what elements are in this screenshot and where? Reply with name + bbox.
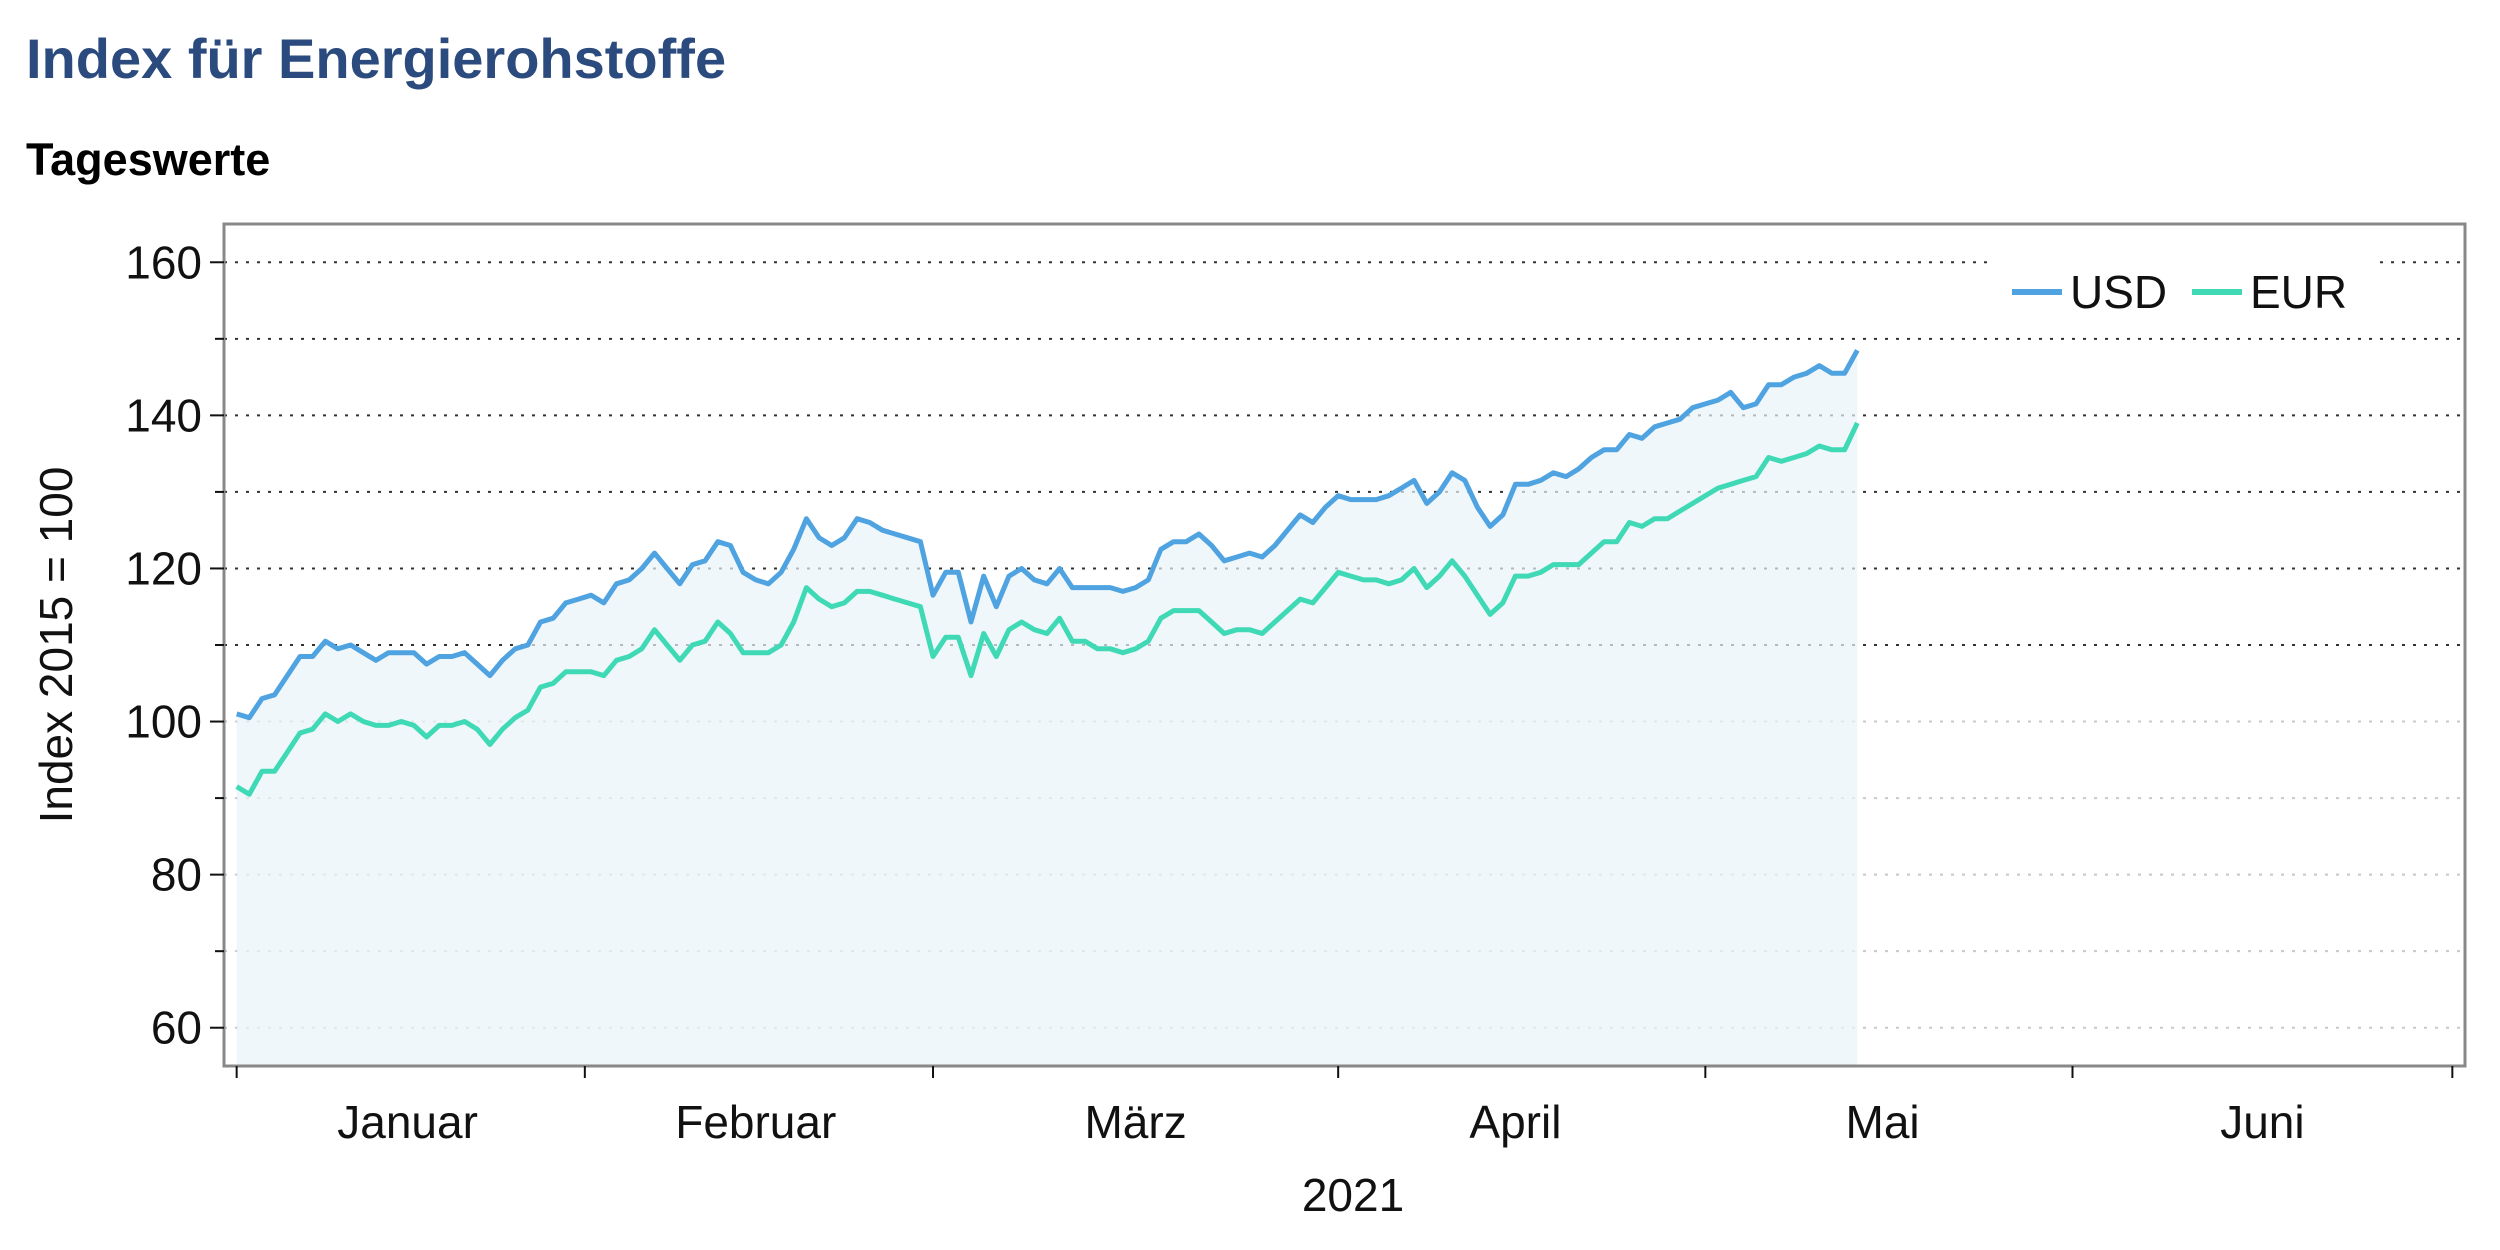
x-tick-label: Mai bbox=[1846, 1096, 1920, 1148]
x-tick-label: März bbox=[1084, 1096, 1186, 1148]
chart-subtitle: Tageswerte bbox=[26, 134, 271, 185]
y-axis-label: Index 2015 = 100 bbox=[30, 467, 82, 824]
x-tick-label: April bbox=[1469, 1096, 1561, 1148]
chart-title: Index für Energierohstoffe bbox=[26, 27, 727, 90]
series-line-eur bbox=[235, 421, 1860, 797]
y-tick-label: 160 bbox=[125, 236, 202, 288]
y-axis: 60 80 100 120 140 160 bbox=[125, 236, 224, 1054]
y-tick-label: 140 bbox=[125, 389, 202, 441]
y-tick-label: 100 bbox=[125, 696, 202, 748]
legend: USD EUR bbox=[1990, 256, 2380, 328]
x-tick-label: Januar bbox=[337, 1096, 478, 1148]
x-tick-label: Juni bbox=[2220, 1096, 2304, 1148]
y-tick-label: 120 bbox=[125, 542, 202, 594]
series-line-usd bbox=[235, 349, 1860, 721]
x-tick-label: Februar bbox=[675, 1096, 836, 1148]
y-tick-label: 60 bbox=[151, 1002, 202, 1054]
legend-label-usd: USD bbox=[2070, 266, 2167, 318]
y-tick-label: 80 bbox=[151, 849, 202, 901]
area-fill-usd bbox=[236, 350, 1858, 1066]
legend-label-eur: EUR bbox=[2250, 266, 2347, 318]
x-axis: Januar Februar März April Mai Juni bbox=[235, 1066, 2454, 1148]
x-axis-label: 2021 bbox=[1302, 1169, 1404, 1221]
